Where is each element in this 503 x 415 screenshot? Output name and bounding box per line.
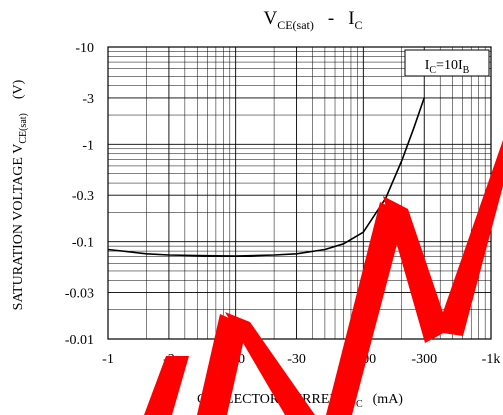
watermark-stripe [197, 314, 247, 415]
legend-box [404, 49, 490, 77]
x-tick-label: -300 [411, 352, 437, 367]
y-tick-label: -0.3 [72, 189, 94, 204]
watermark-stripe [383, 196, 449, 343]
y-axis-label: SATURATION VOLTAGE VCE(sat)(V) [11, 79, 29, 310]
watermark-stripe [436, 140, 503, 336]
watermark-stripe [225, 312, 315, 415]
watermark [144, 140, 503, 415]
y-tick-label: -3 [82, 92, 94, 107]
legend: IC=10IB [404, 49, 490, 77]
x-tick-label: -1 [102, 352, 114, 367]
y-tick-label: -0.03 [65, 287, 94, 302]
x-tick-label: -1k [482, 352, 501, 367]
watermark-stripe [144, 356, 189, 415]
y-tick-label: -0.1 [72, 236, 94, 251]
x-tick-label: -30 [287, 352, 306, 367]
y-tick-label: -1 [82, 138, 94, 153]
legend-label: IC=10IB [425, 58, 470, 76]
series-layer [107, 97, 425, 257]
y-tick-label: -0.01 [65, 333, 94, 348]
y-tick-label: -10 [75, 41, 94, 56]
watermark-stripe [326, 202, 405, 415]
chart-title: VCE(sat) - IC [263, 8, 362, 32]
series-line [107, 97, 425, 257]
